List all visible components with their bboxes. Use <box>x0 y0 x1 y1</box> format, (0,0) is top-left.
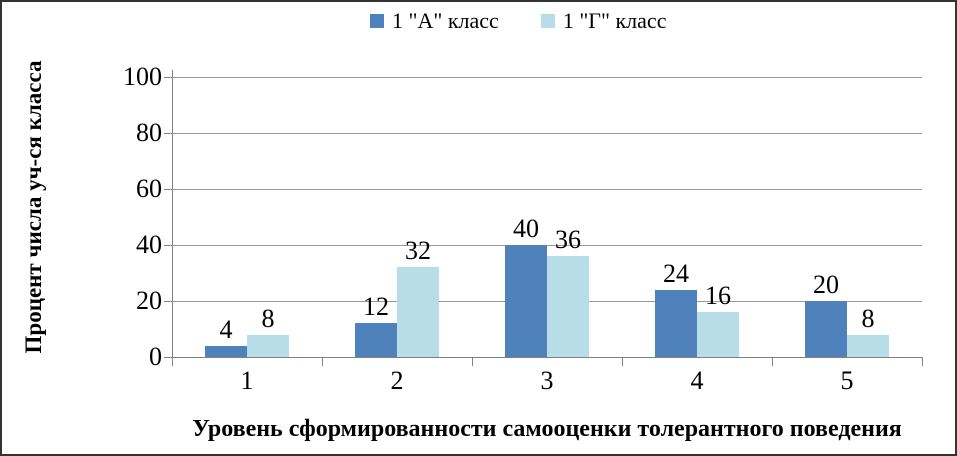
bar-class-a <box>805 301 847 357</box>
legend-label-class-g: 1 "Г" класс <box>562 8 667 33</box>
y-tick-label: 20 <box>136 286 162 315</box>
bar-value-label: 20 <box>813 270 839 299</box>
bar-class-a <box>355 323 397 357</box>
legend: 1 "А" класс 1 "Г" класс <box>370 8 666 34</box>
y-tick-label: 40 <box>136 230 162 259</box>
legend-swatch-class-a <box>370 14 384 28</box>
y-axis-tick <box>164 189 172 190</box>
bar-class-g <box>847 335 889 357</box>
bar-class-a <box>205 346 247 357</box>
plot-area <box>172 77 923 358</box>
x-axis-tick <box>922 358 923 366</box>
y-axis-tick <box>164 357 172 358</box>
gridline <box>172 189 922 190</box>
gridline <box>172 133 922 134</box>
x-axis-tick <box>472 358 473 366</box>
bar-value-label: 40 <box>513 214 539 243</box>
bar-class-g <box>547 256 589 357</box>
bar-value-label: 12 <box>363 292 389 321</box>
x-axis-tick <box>622 358 623 366</box>
bar-class-a <box>505 245 547 357</box>
y-tick-label: 0 <box>149 342 162 371</box>
bar-value-label: 24 <box>663 259 689 288</box>
bar-value-label: 32 <box>405 236 431 265</box>
y-axis-tick <box>164 301 172 302</box>
y-axis-tick <box>164 245 172 246</box>
y-tick-label: 100 <box>123 62 162 91</box>
x-axis-title: Уровень сформированности самооценки толе… <box>192 416 902 442</box>
bar-class-g <box>397 267 439 357</box>
y-tick-label: 60 <box>136 174 162 203</box>
legend-swatch-class-g <box>540 14 555 28</box>
category-label: 1 <box>240 366 254 395</box>
category-label: 4 <box>690 366 704 395</box>
x-axis-tick <box>172 358 173 366</box>
legend-label-class-a: 1 "А" класс <box>392 8 499 33</box>
bar-value-label: 36 <box>555 225 581 254</box>
bar-class-a <box>655 290 697 357</box>
bar-value-label: 8 <box>861 304 875 333</box>
y-axis-tick <box>164 77 172 78</box>
bar-class-g <box>247 335 289 357</box>
legend-item-class-a: 1 "А" класс <box>370 8 499 34</box>
category-label: 3 <box>540 366 554 395</box>
gridline <box>172 77 922 78</box>
bar-value-label: 8 <box>261 304 275 333</box>
category-label: 2 <box>390 366 404 395</box>
x-axis-tick <box>772 358 773 366</box>
x-axis-tick <box>322 358 323 366</box>
category-label: 5 <box>840 366 854 395</box>
y-tick-label: 80 <box>136 118 162 147</box>
bar-class-g <box>697 312 739 357</box>
y-axis-line <box>172 70 173 78</box>
legend-item-class-g: 1 "Г" класс <box>540 8 667 34</box>
gridline <box>172 245 922 246</box>
bar-value-label: 4 <box>219 315 233 344</box>
y-axis-tick <box>164 133 172 134</box>
bar-value-label: 16 <box>705 281 731 310</box>
